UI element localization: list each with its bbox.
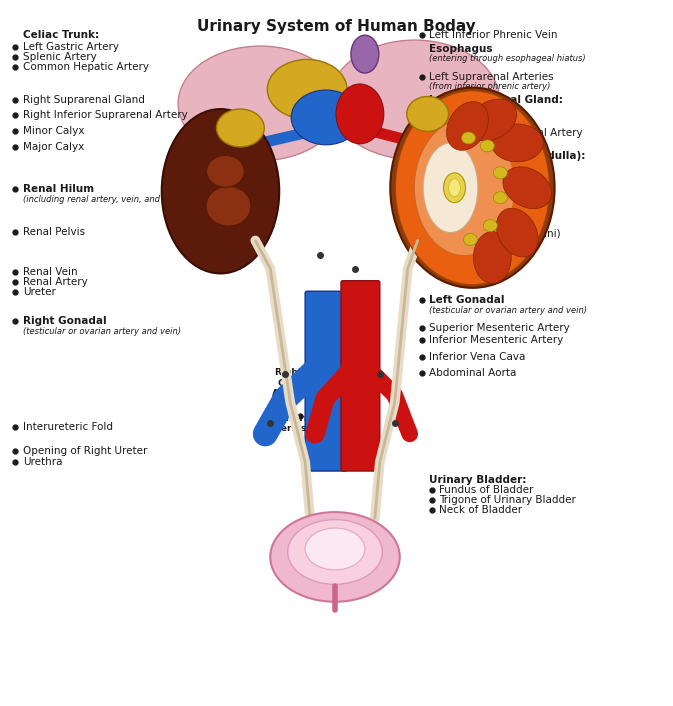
Text: Superior Mesenteric Artery: Superior Mesenteric Artery [429, 323, 570, 333]
Text: (testicular or ovarian artery and vein): (testicular or ovarian artery and vein) [24, 328, 181, 336]
Ellipse shape [206, 186, 251, 226]
Ellipse shape [493, 167, 507, 179]
Ellipse shape [483, 220, 497, 232]
Ellipse shape [351, 35, 379, 73]
Text: Fundus of Bladder: Fundus of Bladder [439, 485, 533, 495]
Text: Infundibulum: Infundibulum [429, 244, 498, 253]
Text: Renal Sinus: Renal Sinus [429, 205, 490, 215]
Ellipse shape [473, 232, 511, 283]
Text: Renal Pelvis: Renal Pelvis [429, 216, 491, 226]
Ellipse shape [178, 46, 343, 161]
Text: Internal Iliac
Arteries and Veins: Internal Iliac Arteries and Veins [264, 414, 359, 433]
Text: Urethra: Urethra [24, 457, 63, 467]
Ellipse shape [415, 120, 515, 256]
Text: Right Gonadal: Right Gonadal [24, 316, 107, 326]
Ellipse shape [406, 97, 448, 131]
Ellipse shape [491, 124, 543, 162]
Text: Minor Calyx: Minor Calyx [24, 126, 85, 136]
Text: Minor Calyx: Minor Calyx [439, 172, 501, 182]
Text: Left Gastric Artery: Left Gastric Artery [24, 42, 119, 52]
Text: Left Suprarenal Arteries: Left Suprarenal Arteries [429, 71, 554, 82]
Text: Left Middle Suprarenal Artery: Left Middle Suprarenal Artery [429, 128, 583, 138]
Text: Renal Artery: Renal Artery [24, 277, 88, 287]
Text: Esophagus: Esophagus [429, 44, 493, 54]
Text: Opening of Right Ureter: Opening of Right Ureter [24, 446, 147, 457]
Ellipse shape [503, 167, 552, 209]
Text: Inferior Vena Cava: Inferior Vena Cava [429, 352, 526, 361]
Ellipse shape [462, 132, 475, 144]
Text: Major Calyx: Major Calyx [439, 182, 500, 192]
Text: Renal Hilum: Renal Hilum [24, 184, 94, 194]
Text: Ureter: Ureter [24, 287, 56, 297]
Ellipse shape [305, 528, 365, 570]
Ellipse shape [423, 143, 478, 232]
Ellipse shape [267, 59, 347, 119]
Ellipse shape [447, 102, 489, 150]
Text: Base of Pyramid: Base of Pyramid [439, 162, 524, 172]
Ellipse shape [217, 109, 264, 147]
Text: Right Inferior Suprarenal Artery: Right Inferior Suprarenal Artery [24, 110, 188, 120]
Ellipse shape [448, 179, 460, 197]
Text: Renal Pelvis: Renal Pelvis [24, 227, 85, 237]
Ellipse shape [287, 520, 382, 585]
Text: Renal Vein: Renal Vein [24, 267, 78, 277]
Text: Splenic Artery: Splenic Artery [24, 52, 97, 62]
Text: Renal Column (of Bertini): Renal Column (of Bertini) [429, 229, 561, 239]
Text: Inferior Mesenteric Artery: Inferior Mesenteric Artery [429, 335, 563, 345]
Text: (from inferior phrenic artery): (from inferior phrenic artery) [429, 82, 551, 91]
Ellipse shape [468, 99, 517, 141]
Text: Left Gonadal: Left Gonadal [429, 295, 505, 305]
Text: Common Hepatic Artery: Common Hepatic Artery [24, 62, 149, 72]
Text: Trigone of Urinary Bladder: Trigone of Urinary Bladder [439, 495, 576, 505]
Ellipse shape [162, 109, 279, 273]
Ellipse shape [336, 84, 384, 144]
Ellipse shape [390, 88, 555, 288]
Text: Right and Left
Common Iliac
Artery and Vein: Right and Left Common Iliac Artery and V… [272, 369, 351, 398]
Text: Renal Pyramids (medulla):: Renal Pyramids (medulla): [429, 151, 586, 161]
Text: Celiac Trunk:: Celiac Trunk: [24, 30, 100, 40]
Ellipse shape [291, 90, 361, 145]
Text: Right Suprarenal Gland: Right Suprarenal Gland [24, 95, 145, 104]
Ellipse shape [481, 140, 495, 152]
Text: (entering through esophageal hiatus): (entering through esophageal hiatus) [429, 54, 586, 63]
Ellipse shape [271, 512, 400, 602]
Ellipse shape [493, 192, 507, 203]
Ellipse shape [464, 234, 477, 246]
Text: Left Inferior Phrenic Vein: Left Inferior Phrenic Vein [429, 30, 557, 40]
Ellipse shape [497, 208, 538, 257]
Text: Abdominal Aorta: Abdominal Aorta [429, 368, 516, 378]
Ellipse shape [395, 90, 550, 285]
Text: Medulla: Medulla [439, 105, 480, 115]
FancyBboxPatch shape [341, 281, 380, 471]
Text: Cortex: Cortex [439, 115, 474, 125]
Ellipse shape [444, 173, 466, 203]
Text: Urinary Bladder:: Urinary Bladder: [429, 474, 526, 484]
Text: Interureteric Fold: Interureteric Fold [24, 422, 113, 432]
FancyBboxPatch shape [305, 292, 347, 471]
Text: Fibrous Capsule: Fibrous Capsule [429, 139, 511, 149]
Ellipse shape [330, 40, 499, 160]
Text: Urinary System of Human Boday: Urinary System of Human Boday [197, 19, 476, 34]
Text: (including renal artery, vein, and ureter): (including renal artery, vein, and urete… [24, 195, 192, 204]
Text: Left Suprarenal Gland:: Left Suprarenal Gland: [429, 95, 563, 104]
Text: Neck of Bladder: Neck of Bladder [439, 505, 522, 515]
Text: (testicular or ovarian artery and vein): (testicular or ovarian artery and vein) [429, 306, 587, 316]
Text: Cortex (renal column): Cortex (renal column) [429, 194, 543, 204]
Text: Major Calyx: Major Calyx [24, 142, 85, 152]
Ellipse shape [207, 155, 244, 187]
